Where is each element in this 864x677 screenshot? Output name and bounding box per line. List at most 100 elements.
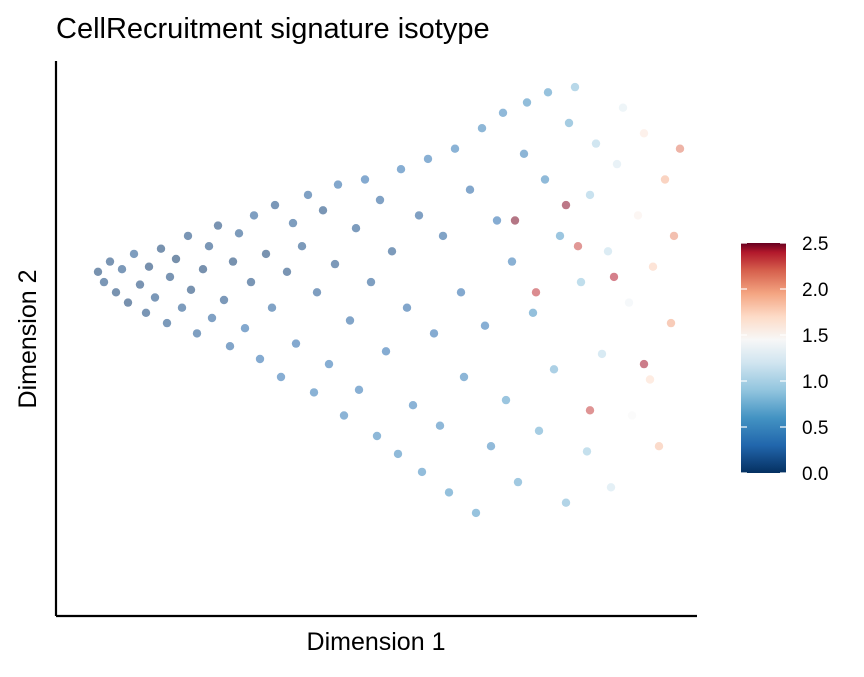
scatter-point <box>459 372 469 382</box>
scatter-point <box>498 108 508 118</box>
scatter-point <box>318 206 328 215</box>
scatter-point <box>456 288 466 297</box>
scatter-point <box>435 421 445 430</box>
scatter-point <box>531 288 541 297</box>
scatter-point <box>507 257 517 266</box>
scatter-point <box>648 262 658 271</box>
scatter-point <box>261 249 271 259</box>
scatter-point <box>486 442 496 451</box>
scatter-point <box>639 359 649 369</box>
scatter-point <box>312 288 322 297</box>
scatter-point <box>675 144 685 153</box>
scatter-point <box>345 316 355 325</box>
scatter-point <box>207 313 217 323</box>
scatter-point <box>570 82 580 92</box>
scatter-point <box>360 175 370 184</box>
scatter-point <box>471 508 481 518</box>
scatter-point <box>117 265 127 274</box>
scatter-point <box>573 242 583 251</box>
scatter-point <box>585 190 595 200</box>
scatter-point <box>135 280 145 289</box>
scatter-point <box>564 118 574 128</box>
scatter-point <box>249 211 259 220</box>
scatter-point <box>669 231 679 241</box>
scatter-point <box>354 385 364 394</box>
x-axis-title: Dimension 1 <box>307 628 446 656</box>
scatter-point <box>297 242 307 251</box>
scatter-point <box>396 165 406 174</box>
scatter-point <box>141 308 151 317</box>
scatter-point <box>288 218 298 228</box>
scatter-point <box>591 139 601 148</box>
scatter-point <box>99 277 109 287</box>
scatter-point <box>186 285 196 294</box>
chart-title: CellRecruitment signature isotype <box>56 13 490 45</box>
scatter-point <box>540 175 550 184</box>
scatter-point <box>240 324 250 333</box>
scatter-point <box>555 231 565 241</box>
scatter-point <box>510 216 520 225</box>
scatter-point <box>480 321 490 330</box>
scatter-point <box>183 231 193 241</box>
scatter-point <box>177 303 187 312</box>
scatter-point <box>111 288 121 297</box>
scatter-point <box>660 175 670 184</box>
scatter-point <box>105 257 115 266</box>
scatter-point <box>144 262 154 271</box>
scatter-point <box>654 442 664 451</box>
colorbar-tick-label: 2.0 <box>802 280 828 301</box>
scatter-point <box>522 98 532 107</box>
scatter-point <box>465 185 475 194</box>
scatter-point <box>666 318 676 328</box>
scatter-point <box>339 411 349 420</box>
scatter-point <box>372 431 382 441</box>
scatter-point <box>393 449 403 459</box>
scatter-point <box>606 483 616 492</box>
scatter-point <box>402 303 412 312</box>
scatter-point <box>93 267 103 276</box>
scatter-point <box>561 200 571 210</box>
scatter-point <box>366 277 376 287</box>
scatter-point <box>387 247 397 256</box>
scatter-point <box>408 401 418 410</box>
colorbar-tick-label: 0.0 <box>802 464 828 485</box>
scatter-point <box>309 388 319 397</box>
scatter-point <box>276 372 286 382</box>
scatter-point <box>150 293 160 302</box>
scatter-point <box>513 477 523 487</box>
scatter-point <box>129 249 139 259</box>
scatter-point <box>123 298 133 307</box>
scatter-point <box>375 195 385 205</box>
scatter-point <box>351 224 361 233</box>
scatter-point <box>543 88 553 97</box>
scatter-point <box>645 375 655 384</box>
scatter-point <box>624 298 634 307</box>
scatter-point <box>165 272 175 282</box>
scatter-point <box>303 190 313 200</box>
colorbar-ticks: 0.0 0.5 1.0 1.5 2.0 2.5 <box>741 234 828 485</box>
scatter-point <box>330 259 340 269</box>
scatter-point <box>255 354 265 364</box>
scatter-point <box>477 124 487 133</box>
scatter-point <box>225 342 235 351</box>
scatter-point <box>450 144 460 153</box>
colorbar-tick-label: 1.0 <box>802 372 828 393</box>
colorbar-tick-label: 2.5 <box>802 234 828 255</box>
scatter-point <box>438 231 448 241</box>
scatter-point <box>618 103 628 112</box>
scatter-point <box>213 221 223 230</box>
scatter-point <box>597 349 607 359</box>
scatter-point <box>609 272 619 282</box>
scatter-point <box>492 216 502 225</box>
scatter-point <box>519 149 529 158</box>
scatter-point <box>576 277 586 287</box>
scatter-point <box>219 295 229 305</box>
scatter-point <box>282 267 292 276</box>
scatter-point <box>534 426 544 435</box>
scatter-point <box>633 211 643 220</box>
colorbar-tick-label: 1.5 <box>802 326 828 347</box>
scatter-point <box>198 265 208 274</box>
scatter-point <box>582 447 592 456</box>
